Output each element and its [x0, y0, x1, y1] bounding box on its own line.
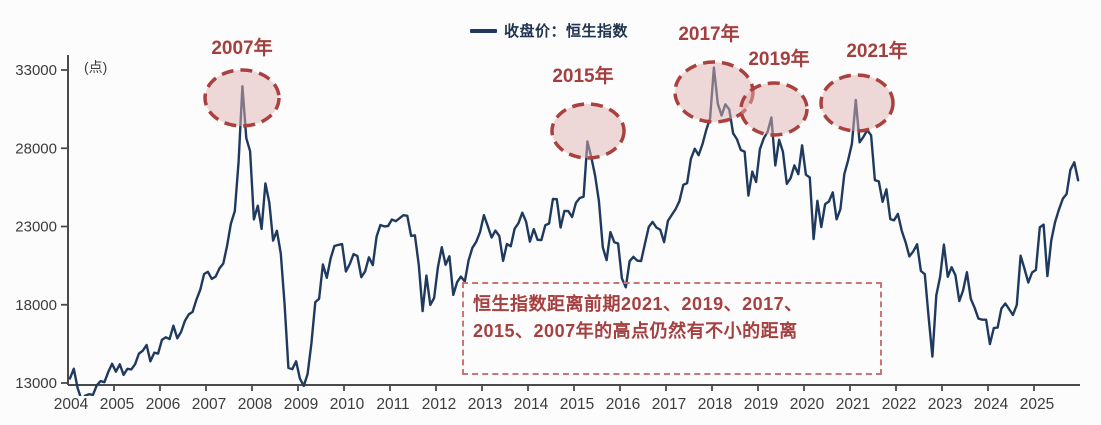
x-axis-tick-label: 2009 — [284, 396, 318, 413]
chart-legend: 收盘价：恒生指数 — [470, 20, 628, 41]
note-line-1: 恒生指数距离前期2021、2019、2017、 — [473, 294, 803, 314]
x-axis-tick-label: 2010 — [330, 396, 365, 413]
x-axis-tick-label: 2007 — [192, 396, 226, 413]
peak-ellipse-2021 — [819, 73, 895, 133]
peak-ellipse-2007 — [203, 68, 281, 128]
x-axis-tick-label: 2023 — [928, 396, 962, 413]
x-axis-tick-label: 2011 — [376, 396, 409, 413]
x-axis-tick-label: 2005 — [100, 396, 134, 413]
peak-year-label-2021: 2021年 — [846, 39, 907, 62]
annotation-note-box: 恒生指数距离前期2021、2019、2017、 2015、2007年的高点仍然有… — [462, 282, 882, 375]
x-axis-tick-label: 2015 — [560, 396, 594, 413]
x-axis-tick-label: 2018 — [698, 396, 732, 413]
x-axis-tick-label: 2008 — [238, 396, 272, 413]
x-axis-tick-label: 2012 — [422, 396, 456, 413]
x-axis-tick-label: 2019 — [744, 396, 778, 413]
x-axis-tick-label: 2025 — [1020, 396, 1054, 413]
note-line-2: 2015、2007年的高点仍然有不小的距离 — [473, 321, 798, 341]
peak-ellipse-2017 — [673, 60, 755, 124]
hsi-close-price-line — [68, 66, 1080, 396]
peak-ellipse-2015 — [550, 102, 626, 160]
x-axis-tick-label: 2014 — [514, 396, 549, 413]
y-axis-tick-label: 23000 — [15, 219, 57, 236]
y-axis-tick-label: 33000 — [15, 62, 57, 79]
x-axis-tick-label: 2016 — [606, 396, 640, 413]
y-axis-tick-label: 13000 — [15, 375, 57, 392]
x-axis-tick-label: 2021 — [836, 396, 870, 413]
peak-year-label-2015: 2015年 — [552, 64, 613, 87]
y-axis-tick-label: 28000 — [15, 140, 57, 157]
x-axis-tick-label: 2020 — [790, 396, 825, 413]
x-axis-tick-label: 2024 — [974, 396, 1009, 413]
x-axis-tick-label: 2022 — [882, 396, 916, 413]
x-axis-tick-label: 2004 — [54, 396, 89, 413]
y-axis-tick-label: 18000 — [15, 297, 57, 314]
y-axis-unit-label: (点) — [84, 59, 108, 75]
peak-year-label-2019: 2019年 — [748, 47, 809, 70]
peak-ellipse-2019 — [739, 81, 809, 137]
legend-series-label: 收盘价：恒生指数 — [504, 23, 629, 40]
x-axis-tick-label: 2006 — [146, 396, 180, 413]
x-axis-tick-label: 2013 — [468, 396, 502, 413]
peak-year-label-2007: 2007年 — [211, 36, 272, 59]
x-axis-tick-label: 2017 — [652, 396, 686, 413]
legend-line-swatch — [470, 28, 497, 33]
peak-year-label-2017: 2017年 — [678, 22, 739, 45]
